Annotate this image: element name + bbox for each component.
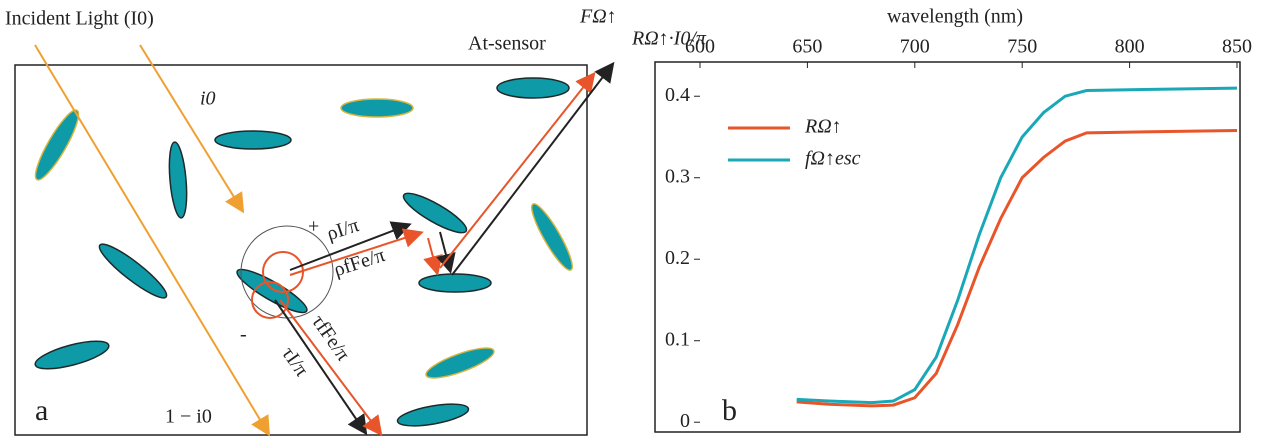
leaf	[526, 200, 578, 274]
x-tick-label: 850	[1222, 36, 1252, 58]
panel-label: b	[722, 394, 737, 427]
label: ρI/π	[324, 214, 362, 245]
label: FΩ↑	[579, 6, 617, 28]
legend-label: fΩ↑esc	[805, 148, 861, 170]
label: ρfFe/π	[331, 244, 388, 281]
leaf	[399, 187, 470, 239]
y-tick-label: 0.4	[665, 84, 690, 106]
x-tick-label: 700	[900, 36, 930, 58]
x-tick-label: 800	[1115, 36, 1145, 58]
leaf	[167, 141, 190, 218]
x-tick-label: 600	[685, 36, 715, 58]
arrow	[440, 75, 593, 268]
y-tick-label: 0	[680, 410, 690, 432]
panel-label: a	[35, 394, 48, 427]
arrow	[440, 232, 450, 270]
y-tick-label: 0.3	[665, 165, 690, 187]
label: i0	[200, 88, 216, 110]
leaf	[423, 342, 497, 384]
leaf	[341, 99, 413, 117]
leaf	[29, 106, 85, 184]
x-tick-label: 750	[1007, 36, 1037, 58]
x-axis-title: wavelength (nm)	[887, 6, 1023, 28]
arrow	[140, 45, 242, 210]
label: Incident Light (I0)	[5, 8, 154, 30]
x-tick-label: 650	[792, 36, 822, 58]
series-line	[797, 88, 1237, 403]
leaf	[419, 274, 491, 292]
figure: Incident Light (I0) i0 At-sensor FΩ↑ ρI/…	[0, 0, 1268, 439]
y-tick-label: 0.2	[665, 247, 690, 269]
y-tick-label: 0.1	[665, 328, 690, 350]
leaf	[215, 131, 291, 149]
plot-frame	[655, 62, 1240, 432]
label: +	[308, 216, 319, 238]
leaf	[396, 400, 470, 430]
label: At-sensor	[468, 33, 546, 55]
label: 1 − i0	[165, 406, 212, 428]
leaf	[94, 238, 171, 304]
panel-a: Incident Light (I0) i0 At-sensor FΩ↑ ρI/…	[5, 6, 617, 435]
leaf	[497, 78, 569, 98]
legend-label: RΩ↑	[804, 116, 842, 138]
label: -	[240, 324, 247, 346]
arrow	[35, 45, 268, 433]
series-line	[797, 130, 1237, 405]
arrow	[428, 238, 437, 272]
leaf	[33, 336, 112, 375]
